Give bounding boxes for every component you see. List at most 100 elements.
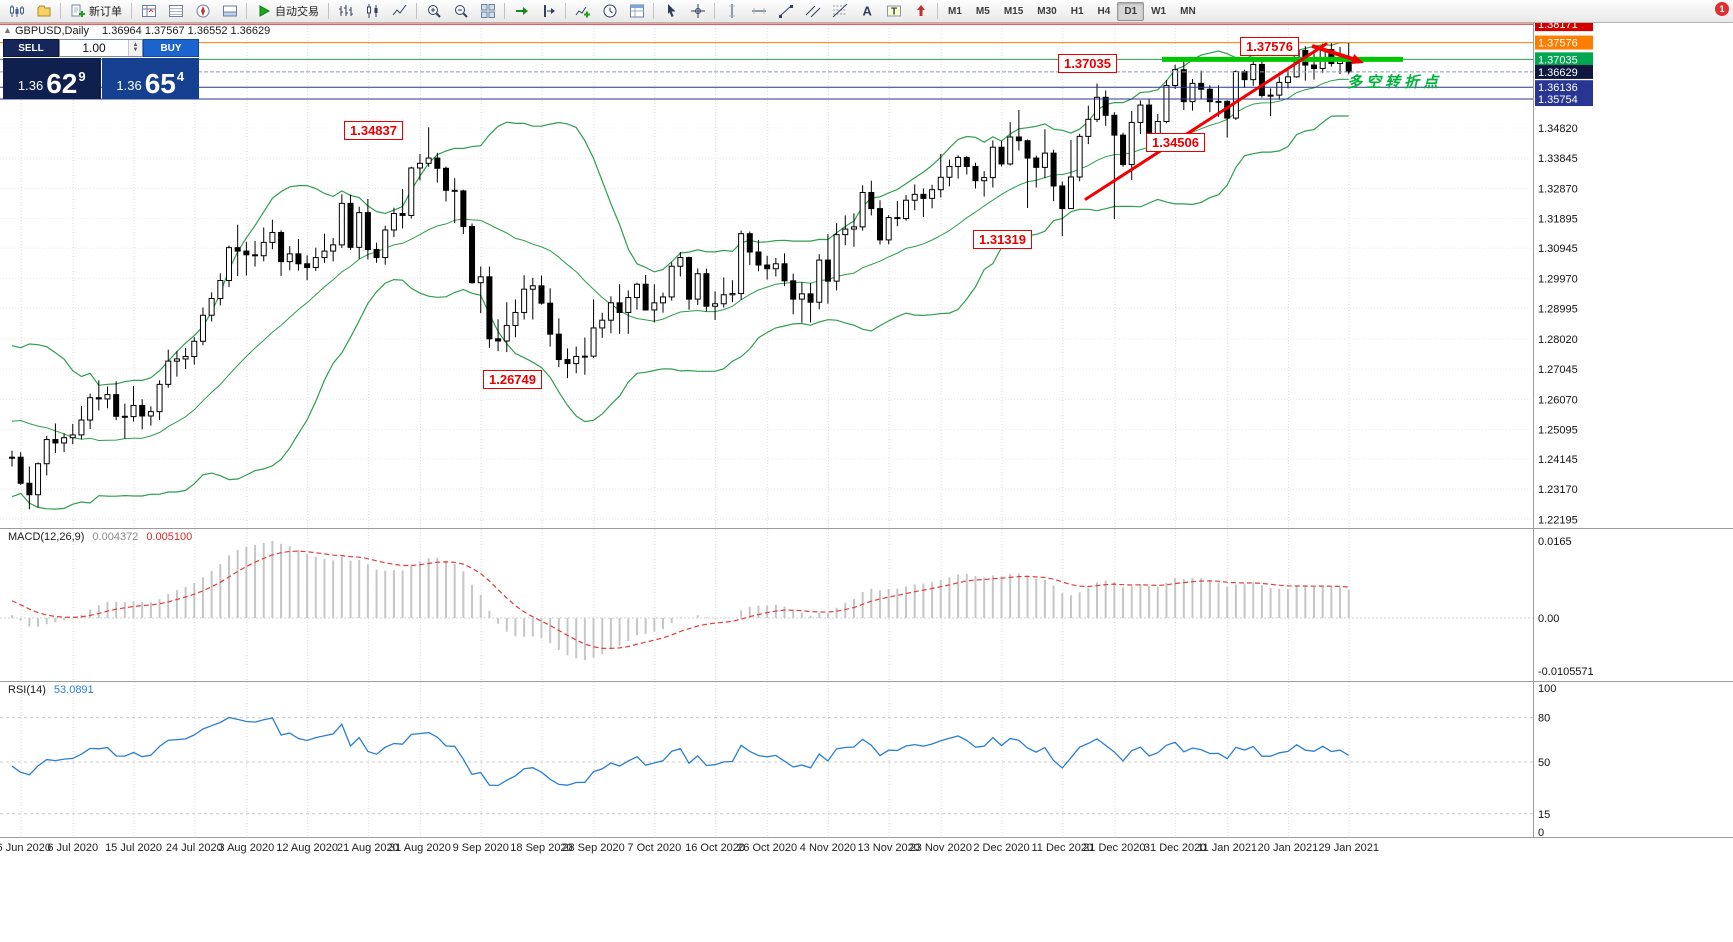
price-axis[interactable]: 1.34820 1.33845 1.32870 1.31895 1.30945 1.299… bbox=[1535, 17, 1594, 839]
toolbar-separator bbox=[565, 3, 566, 19]
timeframe-h4-button[interactable]: H4 bbox=[1097, 5, 1111, 17]
svg-text:28 Sep 2020: 28 Sep 2020 bbox=[562, 842, 624, 854]
svg-text:1.30945: 1.30945 bbox=[1538, 243, 1578, 255]
price-callout[interactable]: 1.26749 bbox=[483, 370, 542, 389]
panel-separators[interactable] bbox=[0, 22, 1733, 838]
chart-shift-button[interactable] bbox=[535, 0, 562, 22]
svg-text:12 Aug 2020: 12 Aug 2020 bbox=[276, 842, 338, 854]
spin-down-icon[interactable]: ▼ bbox=[132, 47, 139, 53]
price-callout[interactable]: 1.34837 bbox=[344, 121, 403, 140]
rsi-value: 53.0891 bbox=[53, 684, 94, 696]
svg-text:1.33845: 1.33845 bbox=[1538, 153, 1578, 165]
templates-button[interactable] bbox=[623, 0, 650, 22]
svg-text:31 Aug 2020: 31 Aug 2020 bbox=[389, 842, 451, 854]
market-watch-button[interactable] bbox=[135, 0, 162, 22]
buy-button[interactable]: BUY bbox=[143, 39, 199, 57]
macd-signal-value: 0.005100 bbox=[146, 531, 193, 543]
cursor-icon bbox=[667, 4, 675, 17]
collapse-one-click-icon[interactable]: ▲ bbox=[3, 25, 12, 35]
svg-text:1.28020: 1.28020 bbox=[1538, 334, 1578, 346]
chart-objects[interactable] bbox=[1084, 42, 1403, 201]
autotrading-button[interactable]: 自动交易 bbox=[250, 0, 325, 22]
vline-icon bbox=[728, 4, 735, 18]
periods-button[interactable] bbox=[596, 0, 623, 22]
svg-text:1.29970: 1.29970 bbox=[1538, 273, 1578, 285]
new-order-icon bbox=[71, 4, 85, 17]
svg-text:1.24145: 1.24145 bbox=[1538, 454, 1578, 466]
timeframe-h1-button[interactable]: H1 bbox=[1070, 5, 1084, 17]
toolbar-separator bbox=[328, 3, 329, 19]
price-callout[interactable]: 1.37576 bbox=[1240, 37, 1299, 56]
volume-input[interactable] bbox=[60, 40, 128, 56]
chart-symbol-period: GBPUSD,Daily bbox=[15, 25, 89, 37]
data-window-button[interactable] bbox=[162, 0, 189, 22]
equidistant-channel-button[interactable] bbox=[799, 0, 826, 22]
annotation-note[interactable]: 多空转折点 bbox=[1347, 74, 1443, 91]
text-label-button[interactable]: T bbox=[880, 0, 907, 22]
price-callout[interactable]: 1.31319 bbox=[973, 230, 1032, 249]
timeframe-m5-button[interactable]: M5 bbox=[975, 5, 990, 17]
sell-price[interactable]: 1.36 62 9 bbox=[3, 58, 101, 99]
timeframe-w1-button[interactable]: W1 bbox=[1151, 5, 1167, 17]
terminal-button[interactable] bbox=[216, 0, 243, 22]
vertical-line-button[interactable] bbox=[718, 0, 745, 22]
fibonacci-button[interactable] bbox=[826, 0, 853, 22]
zoom-in-icon bbox=[427, 5, 441, 18]
timeframe-m1-button[interactable]: M1 bbox=[948, 5, 962, 17]
svg-text:50: 50 bbox=[1538, 757, 1550, 769]
svg-text:80: 80 bbox=[1538, 713, 1550, 725]
navigator-button[interactable] bbox=[189, 0, 216, 22]
text-button[interactable]: A bbox=[853, 0, 880, 22]
svg-text:21 Dec 2020: 21 Dec 2020 bbox=[1083, 842, 1145, 854]
notification-badge[interactable]: 1 bbox=[1715, 2, 1729, 16]
trendline-button[interactable] bbox=[772, 0, 799, 22]
rsi-line bbox=[11, 716, 1350, 787]
price-callout[interactable]: 1.34506 bbox=[1146, 133, 1205, 152]
toolbar-separator bbox=[653, 3, 654, 19]
svg-text:-0.0105571: -0.0105571 bbox=[1538, 666, 1594, 678]
crosshair-button[interactable] bbox=[684, 0, 711, 22]
svg-text:0.00: 0.00 bbox=[1538, 613, 1559, 625]
toolbar-separator bbox=[504, 3, 505, 19]
cursor-button[interactable] bbox=[657, 0, 684, 22]
toolbar-separator bbox=[937, 3, 938, 19]
indicators-button[interactable] bbox=[569, 0, 596, 22]
candle-chart-button[interactable] bbox=[359, 0, 386, 22]
zoom-out-button[interactable] bbox=[447, 0, 474, 22]
indicators-icon bbox=[575, 6, 590, 18]
price-callout[interactable]: 1.37035 bbox=[1058, 54, 1117, 73]
timeframe-m30-button[interactable]: M30 bbox=[1037, 5, 1057, 17]
bar-chart-button[interactable] bbox=[332, 0, 359, 22]
macd-histogram bbox=[11, 540, 1350, 661]
horizontal-lines[interactable] bbox=[0, 23, 1533, 100]
new-order-button[interactable]: 新订单 bbox=[64, 0, 128, 22]
sell-button[interactable]: SELL bbox=[3, 39, 59, 57]
zoom-in-button[interactable] bbox=[420, 0, 447, 22]
new-chart-button[interactable] bbox=[3, 0, 30, 22]
auto-scroll-button[interactable] bbox=[508, 0, 535, 22]
timeframe-mn-button[interactable]: MN bbox=[1180, 5, 1196, 17]
profiles-button[interactable] bbox=[30, 0, 57, 22]
line-chart-button[interactable] bbox=[386, 0, 413, 22]
svg-text:1.26070: 1.26070 bbox=[1538, 394, 1578, 406]
arrow-head bbox=[1351, 54, 1364, 64]
timeframe-d1-button[interactable]: D1 bbox=[1117, 1, 1145, 21]
buy-price[interactable]: 1.36 65 4 bbox=[101, 58, 199, 99]
spin-up-icon[interactable]: ▲ bbox=[132, 42, 139, 48]
svg-text:100: 100 bbox=[1538, 683, 1556, 695]
bar-chart-icon bbox=[338, 5, 353, 16]
candle-chart-icon bbox=[366, 4, 377, 18]
profiles-icon bbox=[37, 5, 50, 17]
arrows-button[interactable] bbox=[907, 0, 934, 22]
candles bbox=[9, 42, 1352, 510]
autotrading-icon bbox=[259, 5, 271, 17]
tile-windows-button[interactable] bbox=[474, 0, 501, 22]
timeframe-m15-button[interactable]: M15 bbox=[1003, 5, 1024, 17]
auto-scroll-icon bbox=[515, 7, 528, 15]
horizontal-line-button[interactable] bbox=[745, 0, 772, 22]
rsi-label: RSI(14) 53.0891 bbox=[8, 684, 94, 696]
volume-spinner[interactable]: ▲ ▼ bbox=[128, 40, 142, 56]
